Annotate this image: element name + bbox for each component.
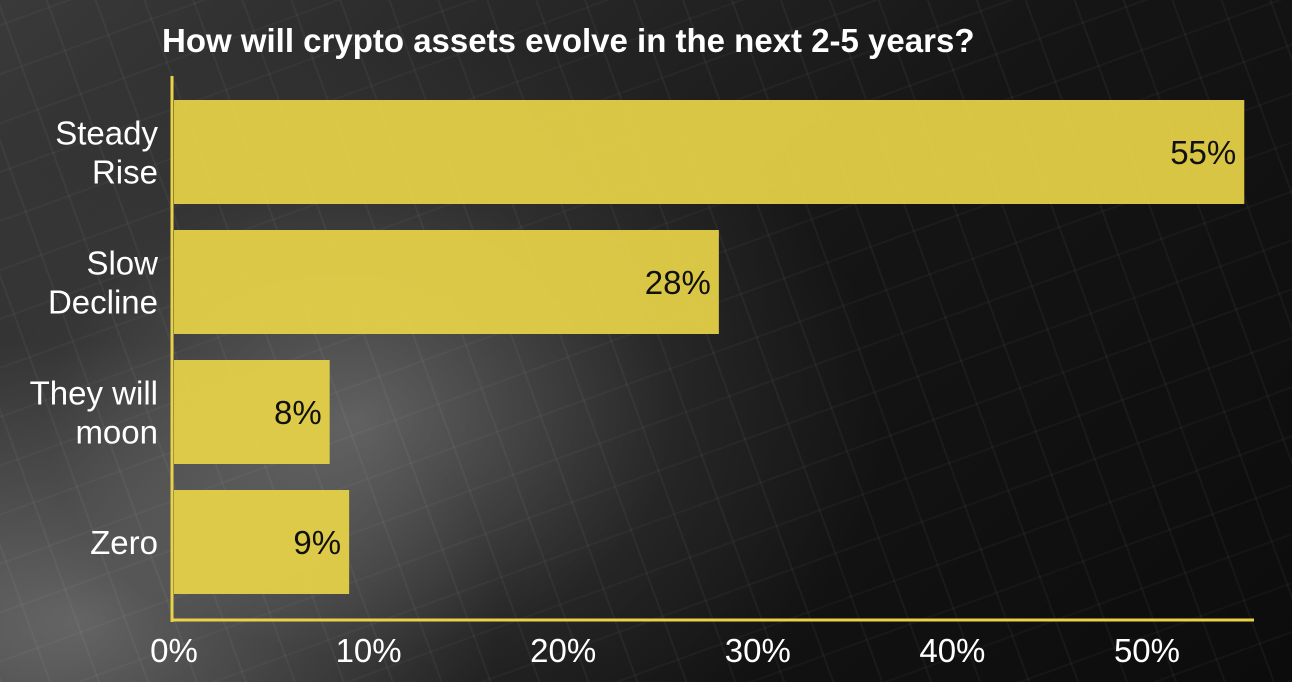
- bar-2: [174, 360, 330, 464]
- x-tick-label-5: 50%: [1114, 632, 1180, 669]
- x-tick-label-0: 0%: [150, 632, 198, 669]
- x-tick-labels-group: 0% 10% 20% 30% 40% 50%: [150, 632, 1180, 669]
- x-tick-label-1: 10%: [336, 632, 402, 669]
- bars-group: [174, 100, 1245, 594]
- x-tick-label-4: 40%: [919, 632, 985, 669]
- category-labels-group: Steady Rise Slow Decline They will moon Zero: [30, 115, 159, 562]
- value-labels-group: 55% 28% 8% 9%: [274, 134, 1236, 561]
- category-label-2: They will moon: [30, 375, 158, 451]
- x-tick-label-3: 30%: [725, 632, 791, 669]
- category-label-0: Steady Rise: [55, 115, 158, 191]
- bar-3: [174, 490, 350, 594]
- x-tick-label-2: 20%: [530, 632, 596, 669]
- bar-1: [174, 230, 719, 334]
- bar-0: [174, 100, 1245, 204]
- chart-title: How will crypto assets evolve in the nex…: [162, 22, 974, 59]
- category-label-3: Zero: [90, 524, 158, 561]
- value-label-3: 9%: [293, 524, 341, 561]
- category-label-1: Slow Decline: [48, 245, 158, 321]
- value-label-0: 55%: [1170, 134, 1236, 171]
- value-label-1: 28%: [645, 264, 711, 301]
- value-label-2: 8%: [274, 394, 322, 431]
